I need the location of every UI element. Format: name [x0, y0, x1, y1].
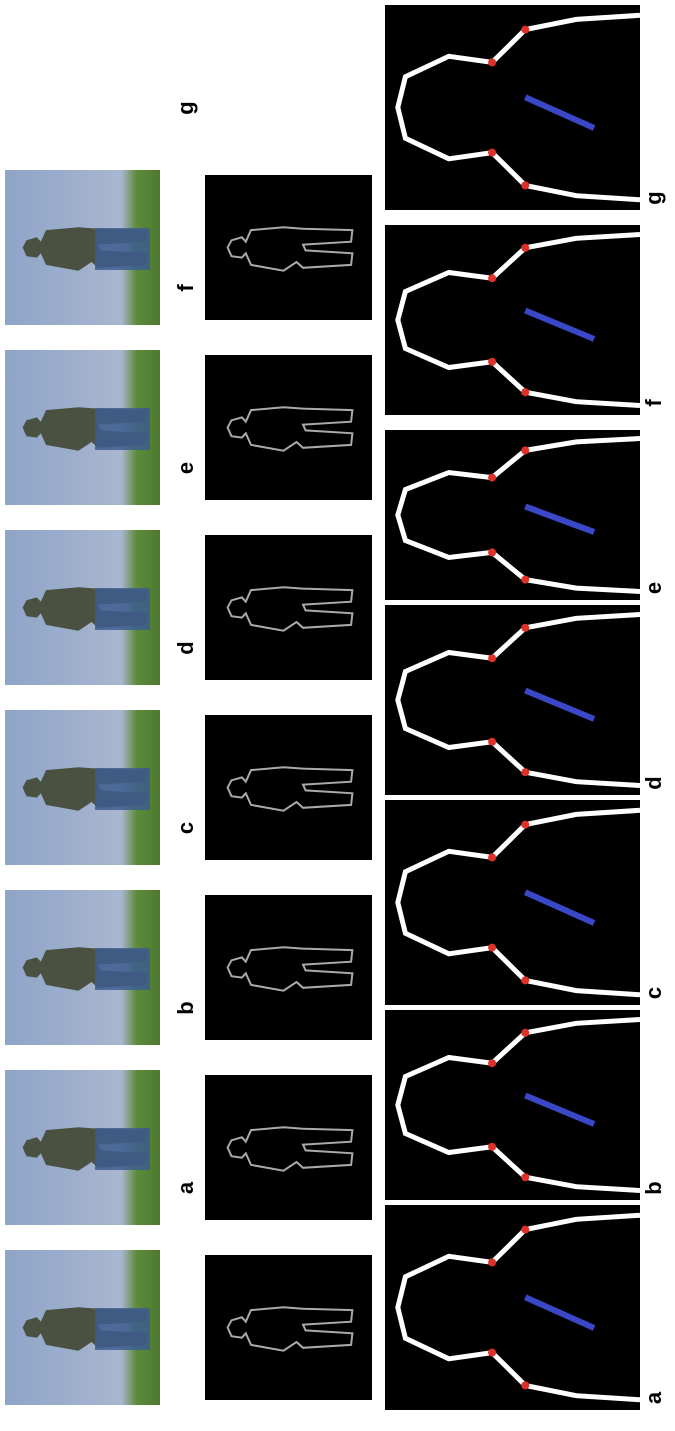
keypoint: [488, 1059, 496, 1067]
silhouette-panel: [205, 355, 372, 500]
keypoint: [521, 1173, 529, 1181]
keypoint: [488, 149, 496, 157]
keypoint: [521, 976, 529, 984]
keypoint: [521, 821, 529, 829]
keypoint: [488, 474, 496, 482]
contour-panel: [385, 430, 640, 600]
silhouette-panel: [205, 895, 372, 1040]
sequence-label: f: [173, 284, 198, 292]
silhouette-panel: [205, 175, 372, 320]
jeans: [95, 1128, 150, 1170]
keypoint: [488, 1349, 496, 1357]
contour-panel: [385, 800, 640, 1005]
contour-panel: [385, 1205, 640, 1410]
jeans: [95, 768, 150, 810]
keypoint: [521, 388, 529, 396]
contour-panel: [385, 225, 640, 415]
contour-panel: [385, 605, 640, 795]
silhouette-panel: [205, 1075, 372, 1220]
silhouette-panel: [205, 715, 372, 860]
keypoint: [521, 26, 529, 34]
silhouette-panel: [205, 535, 372, 680]
jeans: [95, 588, 150, 630]
sequence-label: b: [173, 1001, 198, 1014]
keypoint: [488, 548, 496, 556]
contour-panel: [385, 5, 640, 210]
sequence-label: c: [173, 822, 198, 834]
keypoint: [488, 358, 496, 366]
keypoint: [521, 446, 529, 454]
keypoint: [488, 58, 496, 66]
contour-label: e: [641, 582, 666, 594]
keypoint: [521, 1226, 529, 1234]
keypoint: [521, 1029, 529, 1037]
keypoint: [488, 654, 496, 662]
keypoint: [521, 768, 529, 776]
jeans: [95, 1308, 150, 1350]
jeans: [95, 948, 150, 990]
silhouette-panel: [205, 1255, 372, 1400]
contour-panel: [385, 1010, 640, 1200]
keypoint: [488, 853, 496, 861]
sequence-label: g: [173, 101, 198, 114]
sequence-label: d: [173, 641, 198, 654]
keypoint: [521, 624, 529, 632]
contour-label: g: [641, 191, 666, 204]
jeans: [95, 408, 150, 450]
contour-label: b: [641, 1181, 666, 1194]
keypoint: [488, 738, 496, 746]
contour-label: c: [641, 987, 666, 999]
figure: a b c d e f g a b c d e f g: [0, 0, 675, 1431]
contour-label: d: [641, 776, 666, 789]
sequence-label: a: [173, 1181, 198, 1194]
contour-label: f: [641, 399, 666, 407]
keypoint: [521, 1381, 529, 1389]
keypoint: [488, 944, 496, 952]
keypoint: [488, 1258, 496, 1266]
keypoint: [488, 1143, 496, 1151]
keypoint: [488, 274, 496, 282]
jeans: [95, 228, 150, 270]
keypoint: [521, 576, 529, 584]
sequence-label: e: [173, 462, 198, 474]
keypoint: [521, 244, 529, 252]
keypoint: [521, 181, 529, 189]
contour-label: a: [641, 1391, 666, 1404]
